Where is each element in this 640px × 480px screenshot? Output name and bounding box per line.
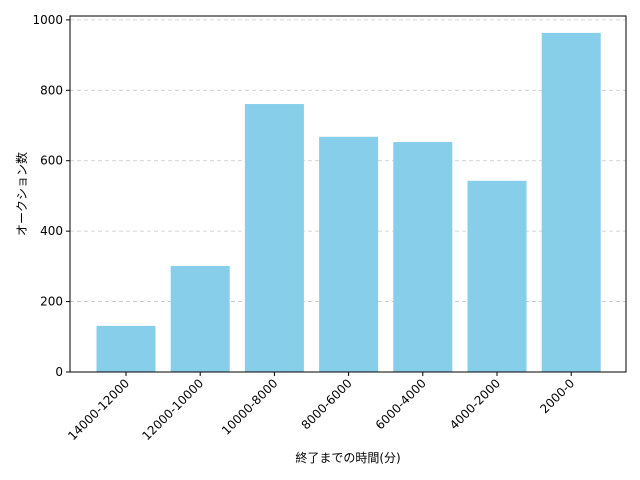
- bar: [541, 32, 601, 373]
- bar: [319, 136, 379, 372]
- x-tick-label: 2000-0: [537, 376, 577, 416]
- bar: [96, 325, 156, 372]
- bar: [393, 142, 453, 372]
- bar: [170, 266, 230, 372]
- x-tick-label: 4000-2000: [447, 376, 503, 432]
- x-tick-label: 10000-8000: [219, 376, 281, 438]
- y-tick-label: 400: [40, 224, 63, 238]
- y-axis-label: オークション数: [14, 152, 29, 236]
- bar: [467, 180, 527, 372]
- y-tick-label: 1000: [32, 13, 63, 27]
- x-axis-label: 終了までの時間(分): [295, 450, 400, 465]
- y-tick-label: 0: [55, 365, 63, 379]
- x-tick-label: 14000-12000: [65, 376, 132, 443]
- y-tick-label: 600: [40, 154, 63, 168]
- bar: [244, 104, 304, 373]
- x-tick-label: 8000-6000: [299, 376, 355, 432]
- y-tick-label: 200: [40, 295, 63, 309]
- plot-frame: [69, 15, 627, 373]
- x-tick-label: 12000-10000: [139, 376, 206, 443]
- y-tick-label: 800: [40, 83, 63, 97]
- x-tick-label: 6000-4000: [373, 376, 429, 432]
